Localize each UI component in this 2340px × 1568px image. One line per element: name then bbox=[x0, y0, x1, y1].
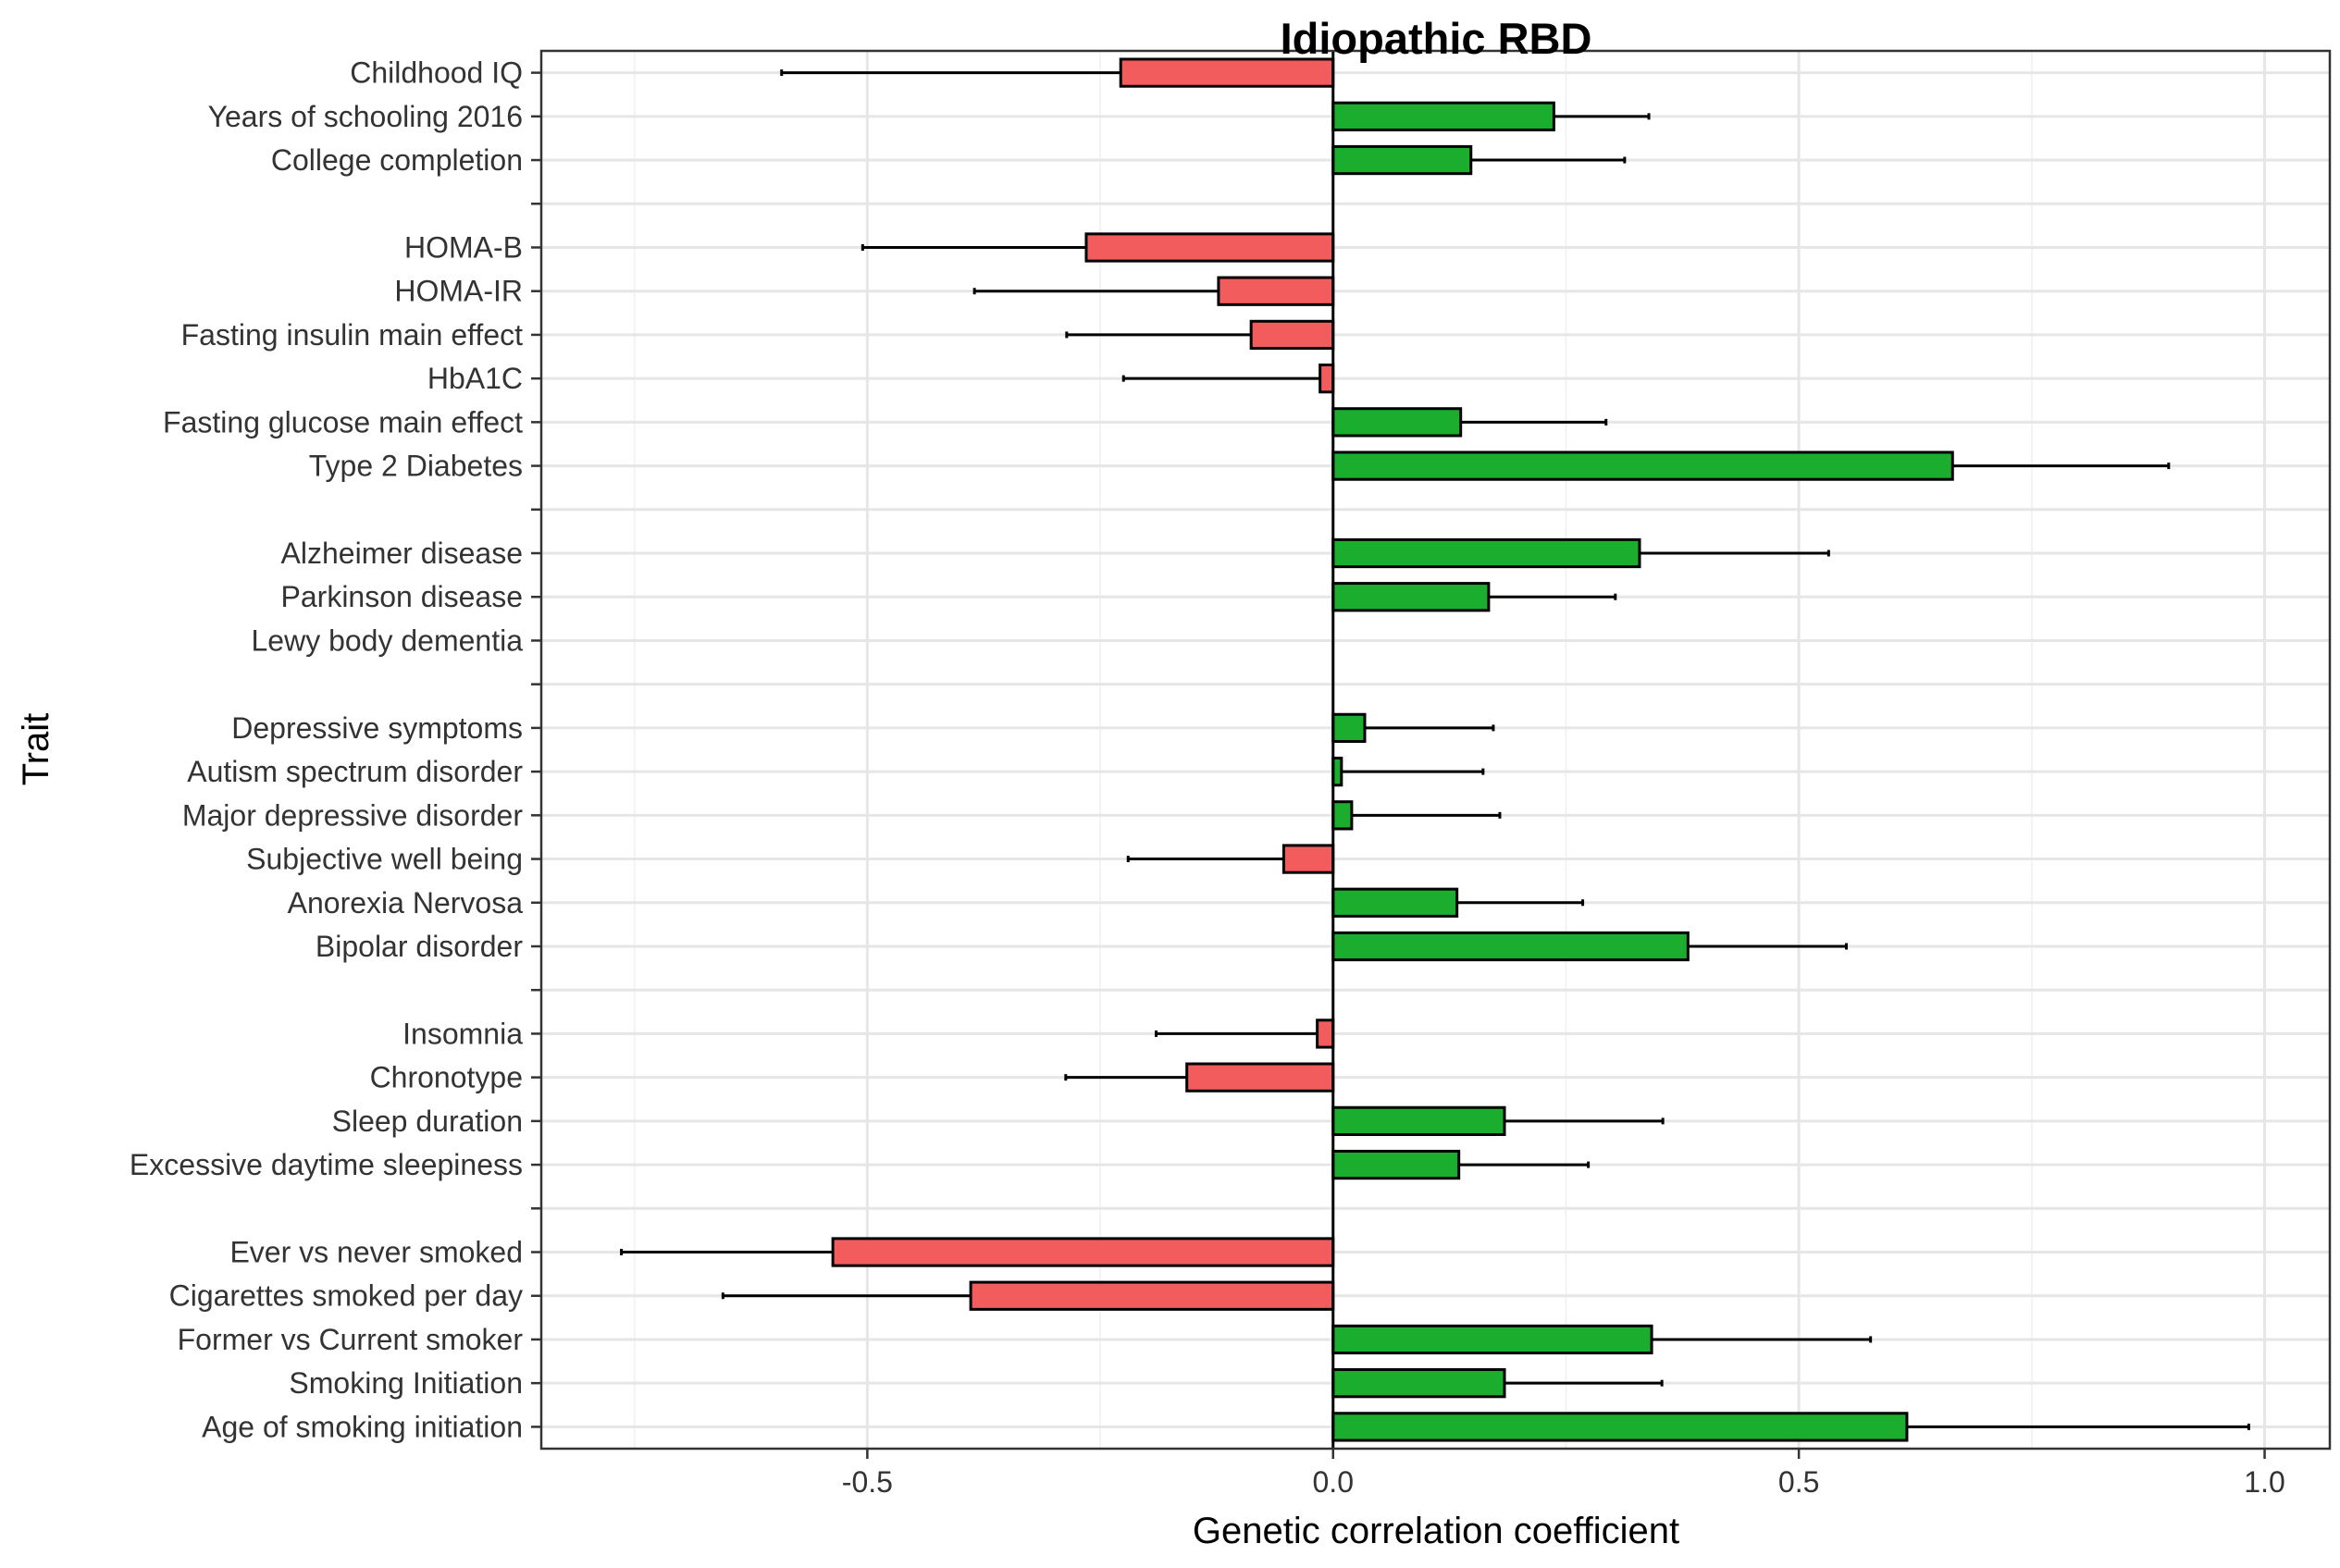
y-axis-ticks: Childhood IQ Years of schooling 2016 Colle… bbox=[130, 56, 541, 1443]
y-tick-label: Lewy body dementia bbox=[251, 623, 523, 657]
y-tick-label: Parkinson disease bbox=[281, 580, 523, 613]
bar-hba1c bbox=[1319, 364, 1335, 394]
y-tick-label: Anorexia Nervosa bbox=[288, 886, 524, 920]
y-tick-label: Sleep duration bbox=[332, 1105, 523, 1138]
y-tick-label: Chronotype bbox=[370, 1061, 523, 1094]
plot-panel-border bbox=[539, 49, 2332, 1451]
bar-excessive-daytime-sleepiness bbox=[1331, 1149, 1461, 1180]
bar-former-vs-current-smoker bbox=[1331, 1324, 1653, 1355]
bar-major-depressive-disorder bbox=[1331, 800, 1354, 831]
y-tick-label: HOMA-B bbox=[404, 230, 523, 264]
grid-layer bbox=[541, 51, 2330, 1449]
x-tick-label: 0.5 bbox=[1778, 1465, 1819, 1499]
bar-cigarettes-smoked-per-day bbox=[969, 1280, 1335, 1311]
y-axis-title: Trait bbox=[16, 713, 56, 786]
y-tick-label: Age of smoking initiation bbox=[202, 1410, 523, 1443]
x-tick-label: -0.5 bbox=[842, 1465, 893, 1499]
bar-smoking-initiation bbox=[1331, 1368, 1506, 1399]
y-tick-label: HbA1C bbox=[427, 362, 523, 395]
bar-homa-b bbox=[1084, 232, 1335, 263]
x-tick-label: 1.0 bbox=[2244, 1465, 2284, 1499]
y-tick-label: HOMA-IR bbox=[394, 275, 523, 308]
bar-college-completion bbox=[1331, 144, 1473, 176]
bar-depressive-symptoms bbox=[1331, 712, 1367, 744]
bar-age-of-smoking-initiation bbox=[1331, 1412, 1909, 1442]
error-bar-layer bbox=[620, 69, 2250, 1430]
x-tick-label: 0.0 bbox=[1313, 1465, 1354, 1499]
y-tick-label: Cigarettes smoked per day bbox=[169, 1279, 523, 1313]
bar-parkinson-disease bbox=[1331, 582, 1491, 612]
bar-type-2-diabetes bbox=[1331, 451, 1954, 481]
bar-years-of-schooling-2016 bbox=[1331, 101, 1555, 131]
bar-subjective-well-being bbox=[1281, 844, 1335, 874]
x-axis-ticks: -0.5 0.0 0.5 1.0 bbox=[842, 1449, 2285, 1499]
chart-title: Idiopathic RBD bbox=[1281, 14, 1592, 63]
y-tick-label: Bipolar disorder bbox=[316, 930, 523, 963]
y-tick-label: Ever vs never smoked bbox=[229, 1236, 523, 1269]
x-axis-title: Genetic correlation coefficient bbox=[1193, 1511, 1679, 1551]
bar-alzheimer-disease bbox=[1331, 537, 1641, 569]
y-tick-label: Type 2 Diabetes bbox=[309, 450, 523, 483]
bar-ever-vs-never-smoked bbox=[831, 1237, 1335, 1267]
bar-insomnia bbox=[1316, 1019, 1335, 1049]
y-tick-label: Years of schooling 2016 bbox=[208, 100, 523, 133]
bar-childhood-iq bbox=[1119, 57, 1335, 88]
y-tick-label: Insomnia bbox=[402, 1017, 523, 1050]
y-tick-label: Alzheimer disease bbox=[281, 537, 523, 570]
y-tick-label: Fasting insulin main effect bbox=[181, 318, 523, 352]
bar-homa-ir bbox=[1217, 276, 1335, 306]
y-tick-label: Depressive symptoms bbox=[231, 711, 523, 745]
y-tick-label: Smoking Initiation bbox=[289, 1366, 523, 1400]
bar-bipolar-disorder bbox=[1331, 931, 1690, 962]
y-tick-label: Excessive daytime sleepiness bbox=[130, 1148, 523, 1181]
bar-anorexia-nervosa bbox=[1331, 887, 1459, 918]
y-tick-label: Former vs Current smoker bbox=[178, 1323, 524, 1356]
bar-chronotype bbox=[1185, 1062, 1335, 1093]
y-tick-label: Major depressive disorder bbox=[182, 798, 524, 832]
bar-fasting-insulin-main-effect bbox=[1249, 319, 1335, 351]
y-tick-label: College completion bbox=[271, 143, 523, 177]
bar-sleep-duration bbox=[1331, 1105, 1506, 1136]
y-tick-label: Subjective well being bbox=[246, 843, 523, 876]
bar-fasting-glucose-main-effect bbox=[1331, 407, 1463, 438]
y-tick-label: Childhood IQ bbox=[350, 56, 523, 90]
y-tick-label: Fasting glucose main effect bbox=[163, 405, 523, 438]
bar-layer bbox=[831, 57, 1954, 1442]
y-tick-label: Autism spectrum disorder bbox=[187, 755, 523, 788]
